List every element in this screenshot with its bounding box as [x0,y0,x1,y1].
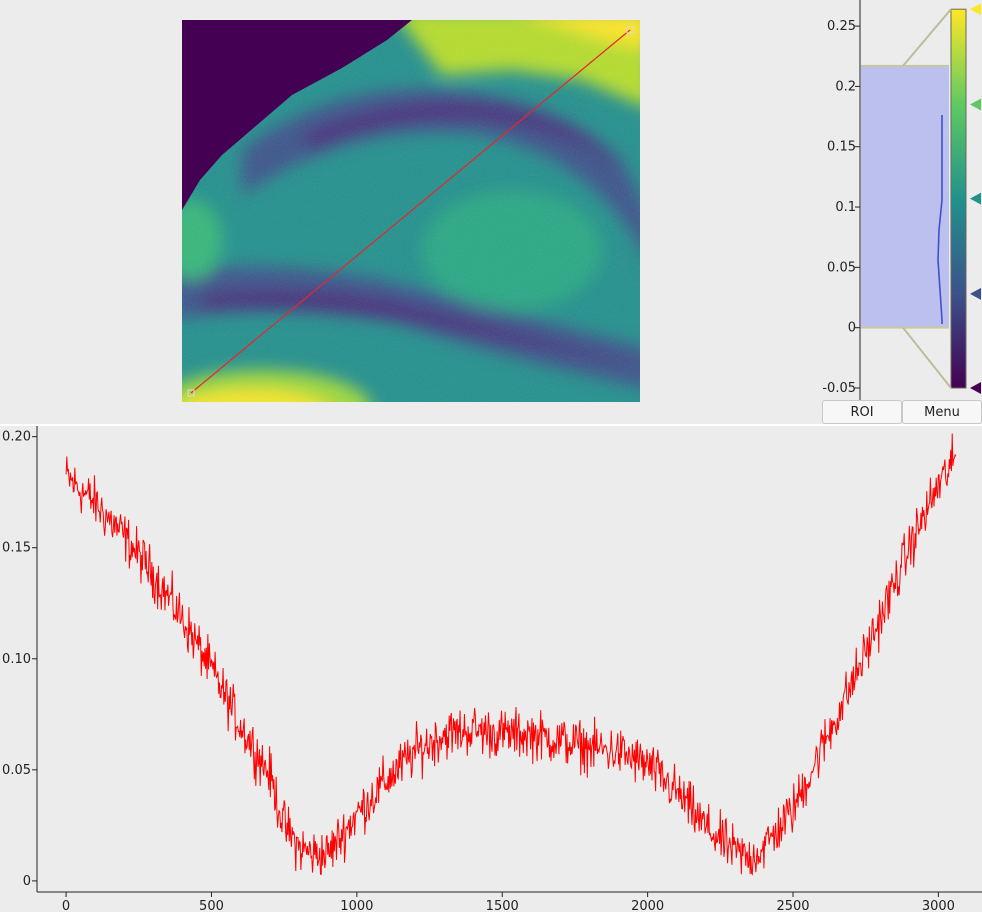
lut-gradient-bar[interactable] [950,8,967,389]
histogram-tick-label: 0.1 [835,200,856,215]
histogram-tick-label: 0.2 [835,79,856,94]
histogram-curve [937,115,943,324]
y-tick-label: 0.15 [2,541,31,556]
y-tick-label: 0.20 [2,430,31,445]
mask-region [182,20,412,210]
histogram-tick-label: 0.15 [827,140,856,155]
image-view[interactable] [182,20,640,402]
histogram-axis: 0.25 0.2 0.15 0.1 0.05 0 -0.05 [822,0,861,400]
level-connector-top [902,8,952,67]
plot-axes: 0 0.05 0.10 0.15 0.20 0 500 1000 1500 2000 2500 300… [2,426,982,912]
x-tick-label: 1000 [340,899,373,912]
gradient-stop-handle[interactable] [970,98,981,111]
profile-plot[interactable]: 0 0.05 0.10 0.15 0.20 0 500 1000 1500 2000 2500 300… [0,426,982,912]
histogram-tick-label: 0.05 [827,260,856,275]
plot-series [65,433,957,876]
histogram-body [861,3,981,394]
image-panel: 0.25 0.2 0.15 0.1 0.05 0 -0.05 ROI Menu [0,0,982,424]
line-roi-handle-start[interactable] [187,389,195,397]
x-tick-label: 1500 [486,899,519,912]
x-tick-label: 0 [62,899,70,912]
line-roi-handle-end[interactable] [626,26,634,34]
gradient-stop-handle[interactable] [970,192,981,205]
gradient-stop-handle[interactable] [970,287,981,300]
histogram-tick-label: 0 [848,321,856,336]
panel-divider[interactable] [0,424,982,426]
histogram-tick-label: 0.25 [827,19,856,34]
roi-button[interactable]: ROI [822,400,902,424]
y-tick-label: 0.05 [2,763,31,778]
histogram-lut[interactable]: 0.25 0.2 0.15 0.1 0.05 0 -0.05 [808,0,982,400]
x-tick-label: 3000 [922,899,955,912]
x-tick-label: 2500 [776,899,809,912]
level-connector-bottom [902,327,952,389]
histogram-tick-label: -0.05 [822,381,856,396]
profile-series-line [65,433,957,876]
y-tick-label: 0 [23,874,31,889]
level-region[interactable] [861,65,949,328]
gradient-stop-handle[interactable] [970,3,981,16]
x-tick-label: 2000 [631,899,664,912]
line-roi[interactable] [190,29,631,394]
profile-panel: 0 0.05 0.10 0.15 0.20 0 500 1000 1500 2000 2500 300… [0,426,982,912]
x-tick-label: 500 [199,899,224,912]
y-tick-label: 0.10 [2,652,31,667]
menu-button[interactable]: Menu [902,400,982,424]
gradient-stop-handle[interactable] [970,382,981,394]
